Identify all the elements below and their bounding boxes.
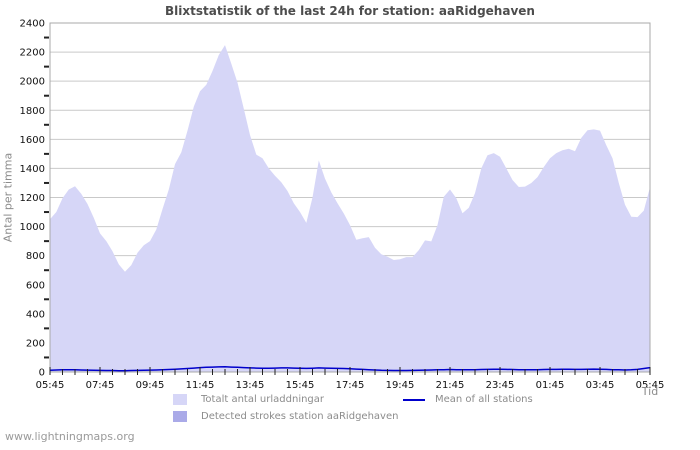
x-tick-label: 09:45 (136, 380, 165, 391)
y-tick-label: 1000 (20, 222, 45, 233)
x-tick-label: 05:45 (36, 380, 65, 391)
legend-label-total: Totalt antal urladdningar (201, 394, 325, 405)
y-tick-label: 1400 (20, 164, 45, 175)
mean-line-swatch (403, 398, 425, 401)
legend-item-total: Totalt antal urladdningar (173, 394, 324, 408)
y-tick-label: 2400 (20, 19, 45, 30)
chart-title: Blixtstatistik of the last 24h for stati… (165, 4, 535, 18)
website-link[interactable]: www.lightningmaps.org (5, 430, 135, 443)
y-tick-label: 1200 (20, 193, 45, 204)
x-tick-label: 15:45 (286, 380, 315, 391)
x-tick-label: 23:45 (486, 380, 515, 391)
y-tick-label: 600 (26, 280, 45, 291)
y-tick-label: 1600 (20, 135, 45, 146)
detected-area-swatch (173, 411, 187, 422)
x-tick-label: 01:45 (536, 380, 565, 391)
legend-label-detected: Detected strokes station aaRidgehaven (201, 411, 399, 422)
y-tick-label: 2200 (20, 48, 45, 59)
y-tick-label: 200 (26, 338, 45, 349)
y-tick-label: 2000 (20, 77, 45, 88)
total-area-series (50, 45, 650, 372)
legend-item-mean: Mean of all stations (403, 394, 533, 408)
y-tick-label: 0 (39, 368, 45, 379)
total-area-swatch (173, 394, 187, 405)
x-tick-label: 03:45 (586, 380, 615, 391)
x-tick-label: 07:45 (86, 380, 115, 391)
x-tick-label: 19:45 (386, 380, 415, 391)
x-tick-label: 05:45 (636, 380, 665, 391)
y-tick-label: 1800 (20, 106, 45, 117)
x-tick-label: 21:45 (436, 380, 465, 391)
x-tick-label: 11:45 (186, 380, 215, 391)
legend-item-detected: Detected strokes station aaRidgehaven (173, 411, 398, 425)
x-tick-label: 17:45 (336, 380, 365, 391)
y-tick-label: 400 (26, 309, 45, 320)
legend-label-mean: Mean of all stations (435, 394, 533, 405)
x-tick-label: 13:45 (236, 380, 265, 391)
x-axis-title: Tid (641, 385, 659, 398)
y-tick-label: 800 (26, 251, 45, 262)
